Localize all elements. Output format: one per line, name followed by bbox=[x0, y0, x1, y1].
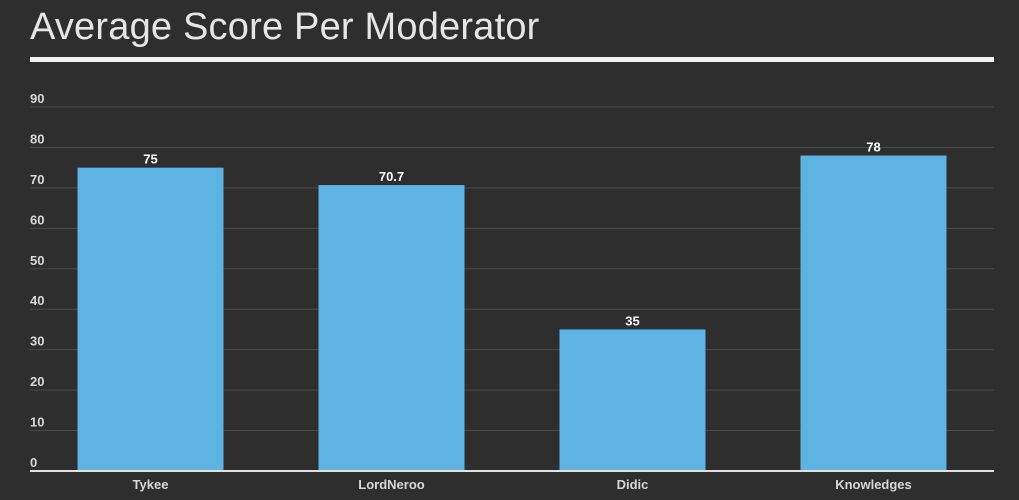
y-tick-label: 50 bbox=[30, 253, 44, 268]
data-label: 75 bbox=[143, 152, 157, 167]
bar bbox=[77, 167, 224, 471]
data-label: 70.7 bbox=[379, 169, 404, 184]
x-category-label: Didic bbox=[617, 477, 649, 492]
x-category-label: LordNeroo bbox=[358, 477, 425, 492]
y-tick-label: 70 bbox=[30, 172, 44, 187]
y-tick-label: 80 bbox=[30, 131, 44, 146]
y-tick-label: 60 bbox=[30, 212, 44, 227]
y-tick-label: 30 bbox=[30, 334, 44, 349]
data-label: 35 bbox=[625, 313, 639, 328]
bar bbox=[800, 155, 947, 472]
y-tick-label: 40 bbox=[30, 293, 44, 308]
y-tick-label: 0 bbox=[30, 455, 37, 470]
y-tick-label: 10 bbox=[30, 415, 44, 430]
bar bbox=[559, 329, 706, 471]
title-underline bbox=[30, 57, 994, 62]
data-label: 78 bbox=[866, 140, 880, 155]
chart-title: Average Score Per Moderator bbox=[30, 6, 540, 48]
y-tick-label: 20 bbox=[30, 374, 44, 389]
x-category-label: Tykee bbox=[133, 477, 169, 492]
bar bbox=[318, 185, 465, 471]
x-category-label: Knowledges bbox=[835, 477, 912, 492]
y-tick-label: 90 bbox=[30, 91, 44, 106]
